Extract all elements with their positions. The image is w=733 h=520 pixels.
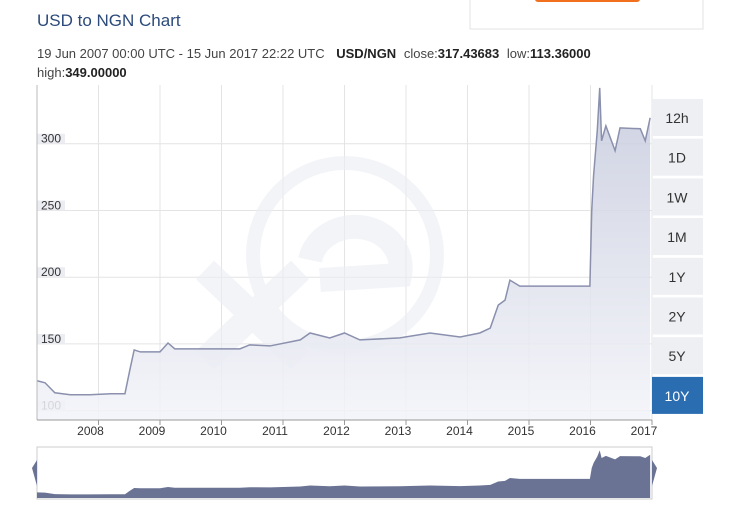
navigator-handle[interactable] [32, 460, 37, 486]
chart-info: 19 Jun 2007 00:00 UTC - 15 Jun 2017 22:2… [37, 46, 591, 61]
range-button[interactable] [652, 138, 703, 176]
range-button-label[interactable]: 5Y [668, 348, 686, 364]
navigator-series [37, 450, 651, 498]
navigator-area [37, 450, 651, 498]
range-button[interactable] [652, 218, 703, 256]
range-button-label[interactable]: 1W [667, 189, 689, 205]
range-button-label[interactable]: 2Y [668, 309, 686, 325]
navigator-handle[interactable] [652, 460, 657, 486]
watermark [196, 156, 444, 370]
stat-label: close: [404, 46, 438, 61]
chart-info: high:349.00000 [37, 65, 127, 80]
cta-button[interactable] [535, 0, 640, 2]
side-panel [469, 0, 704, 30]
range-button[interactable] [652, 297, 703, 335]
y-tick-label: 300 [41, 132, 61, 146]
area [37, 87, 651, 421]
range-button[interactable] [652, 178, 703, 216]
x-tick-label: 2010 [200, 424, 227, 438]
range-button[interactable] [652, 376, 703, 414]
period: 19 Jun 2007 00:00 UTC - 15 Jun 2017 22:2… [37, 46, 325, 61]
y-tick-label: 150 [41, 332, 61, 346]
stat-label: high: [37, 65, 65, 80]
x-tick-label: 2012 [323, 424, 350, 438]
range-button-label[interactable]: 1Y [668, 269, 686, 285]
stat-value: 113.36000 [530, 46, 591, 61]
stat-value: 317.43683 [438, 46, 499, 61]
x-tick-label: 2014 [446, 424, 473, 438]
chart-title: USD to NGN Chart [37, 11, 181, 30]
y-tick-mark [37, 200, 65, 211]
x-tick-label: 2009 [139, 424, 166, 438]
x-tick-label: 2015 [508, 424, 535, 438]
y-tick-mark [37, 133, 65, 144]
plot [36, 87, 651, 421]
x-tick-label: 2013 [385, 424, 412, 438]
stat-value: 349.00000 [65, 65, 126, 80]
stat-label: low: [507, 46, 530, 61]
x-tick-label: 2011 [262, 424, 288, 438]
pair: USD/NGN [336, 46, 396, 61]
y-tick-label: 250 [41, 198, 61, 212]
range-button[interactable] [652, 257, 703, 295]
x-tick-label: 2008 [77, 424, 104, 438]
x-tick-label: 2016 [569, 424, 596, 438]
range-buttons: 12h 1D 1W 1M 1Y 2Y 5Y 10Y [652, 99, 703, 414]
range-button-label[interactable]: 12h [665, 110, 688, 126]
line [36, 87, 651, 396]
range-button[interactable] [652, 99, 703, 136]
y-tick-label: 200 [41, 265, 61, 279]
range-button-label[interactable]: 1M [667, 229, 686, 245]
x-tick-label: 2017 [631, 424, 658, 438]
range-button-label[interactable]: 1D [668, 150, 686, 166]
y-tick-mark [37, 333, 65, 344]
range-button-label[interactable]: 10Y [665, 388, 691, 404]
range-button[interactable] [652, 337, 703, 375]
y-tick-mark [37, 267, 65, 278]
